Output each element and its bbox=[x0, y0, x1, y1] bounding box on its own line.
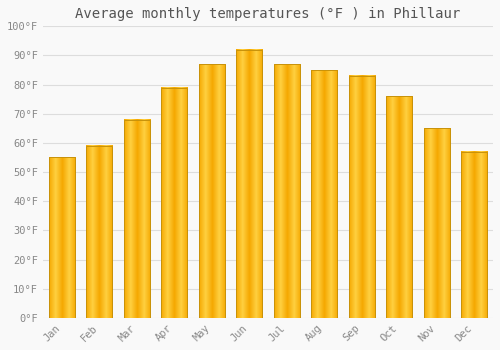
Bar bbox=[348, 76, 375, 318]
Bar bbox=[424, 128, 450, 318]
Bar bbox=[386, 96, 412, 318]
Title: Average monthly temperatures (°F ) in Phillaur: Average monthly temperatures (°F ) in Ph… bbox=[76, 7, 460, 21]
Bar bbox=[274, 64, 300, 318]
Bar bbox=[236, 50, 262, 318]
Bar bbox=[48, 158, 75, 318]
Bar bbox=[124, 120, 150, 318]
Bar bbox=[86, 146, 113, 318]
Bar bbox=[198, 64, 225, 318]
Bar bbox=[311, 70, 338, 318]
Bar bbox=[461, 152, 487, 318]
Bar bbox=[161, 88, 188, 318]
